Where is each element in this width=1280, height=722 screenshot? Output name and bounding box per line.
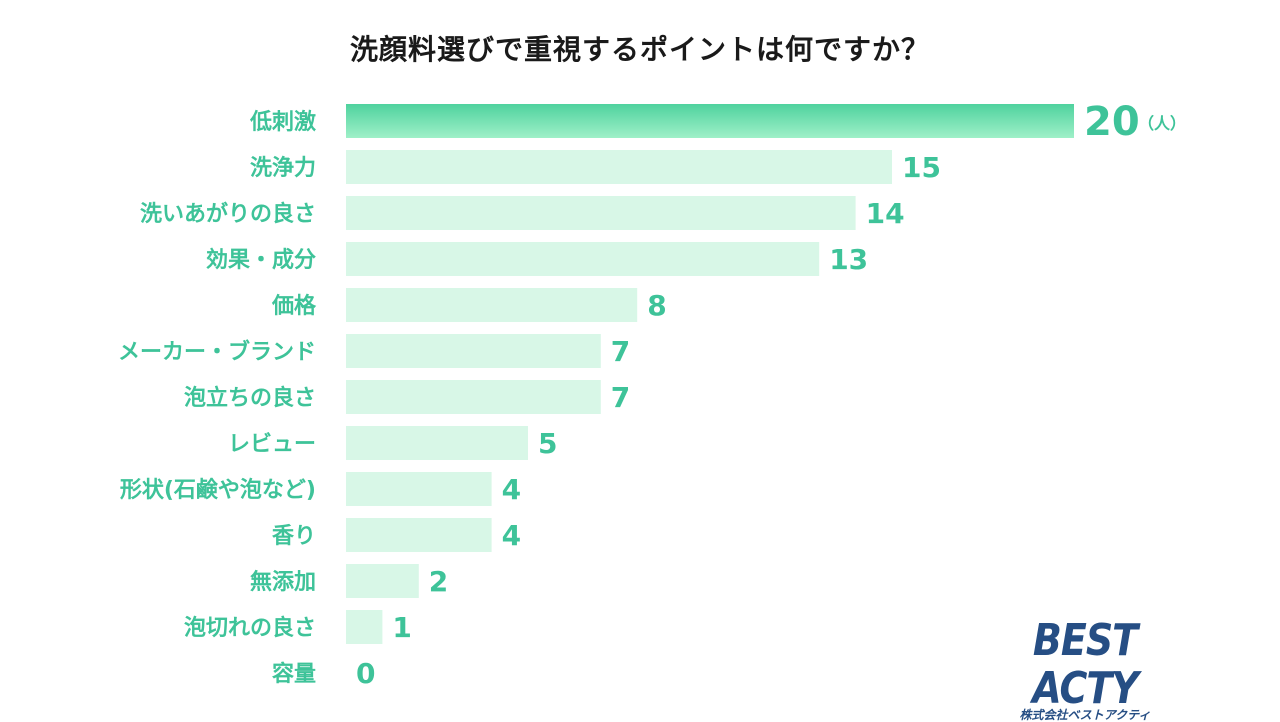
value-label: 0 xyxy=(356,657,375,690)
value-label: 8 xyxy=(647,289,666,322)
category-label: レビュー xyxy=(228,432,316,457)
category-label: 無添加 xyxy=(250,569,316,595)
bar xyxy=(346,288,638,322)
value-label: 4 xyxy=(502,519,521,552)
value-label: 20 xyxy=(1084,99,1140,145)
value-label: 7 xyxy=(611,335,630,368)
category-label: 低刺激 xyxy=(249,109,316,135)
category-label: 容量 xyxy=(272,661,316,687)
chart-title: 洗顔料選びで重視するポイントは何ですか？ xyxy=(349,33,930,66)
bar xyxy=(346,334,601,368)
bars-group xyxy=(346,104,1074,644)
logo-sub-text: 株式会社ベストアクティ xyxy=(1019,708,1151,722)
bar xyxy=(346,242,820,276)
category-label: 泡切れの良さ xyxy=(184,615,316,641)
bar xyxy=(346,150,892,184)
value-label: 15 xyxy=(902,151,941,184)
bar xyxy=(346,104,1074,138)
bar xyxy=(346,518,492,552)
company-logo: BEST ACTY 株式会社ベストアクティ xyxy=(985,616,1185,722)
bar xyxy=(346,426,528,460)
category-labels-group: 低刺激洗浄力洗いあがりの良さ効果・成分価格メーカー・ブランド泡立ちの良さレビュー… xyxy=(118,109,317,687)
unit-label: （人） xyxy=(1138,114,1186,133)
category-label: 効果・成分 xyxy=(206,247,316,273)
value-label: 4 xyxy=(502,473,521,506)
bar xyxy=(346,196,856,230)
logo-main-text: BEST ACTY xyxy=(1032,614,1139,714)
value-label: 1 xyxy=(392,611,411,644)
value-label: 5 xyxy=(538,427,557,460)
value-label: 7 xyxy=(611,381,630,414)
value-label: 14 xyxy=(866,197,905,230)
category-label: 洗浄力 xyxy=(250,155,316,181)
category-label: 香り xyxy=(272,524,316,549)
category-label: 形状(石鹸や泡など) xyxy=(120,477,316,503)
bar xyxy=(346,472,492,506)
bar xyxy=(346,564,419,598)
category-label: 価格 xyxy=(271,293,317,319)
category-label: 洗いあがりの良さ xyxy=(140,201,316,227)
bar xyxy=(346,610,383,644)
value-label: 13 xyxy=(829,243,868,276)
category-label: 泡立ちの良さ xyxy=(184,385,316,411)
category-label: メーカー・ブランド xyxy=(118,339,316,365)
bar xyxy=(346,380,601,414)
value-label: 2 xyxy=(429,565,448,598)
